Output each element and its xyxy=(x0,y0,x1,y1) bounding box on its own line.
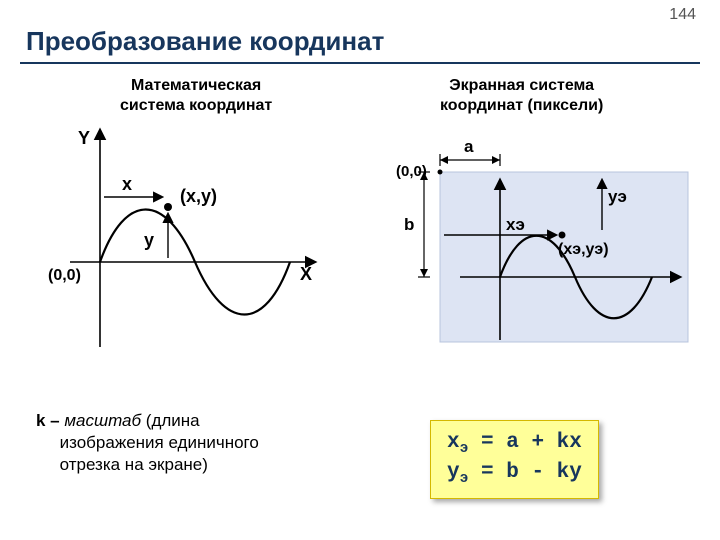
a-dim-label: a xyxy=(464,137,474,156)
screen-point-label: (xэ,yэ) xyxy=(558,241,609,258)
axis-x-label: X xyxy=(300,264,312,284)
x-dim-label: x xyxy=(122,174,132,194)
origin-label: (0,0) xyxy=(48,267,81,284)
page-number: 144 xyxy=(669,6,696,24)
k-rest3: отрезка на экране) xyxy=(60,455,208,474)
ye-dim-label: yэ xyxy=(608,187,627,206)
formula-box: xэ = a + kx yэ = b - ky xyxy=(430,420,599,499)
math-coordinate-diagram: Y X (0,0) x y (x,y) xyxy=(40,122,340,357)
subheading-screen-line2: координат (пиксели) xyxy=(440,97,603,114)
k-rest1: (длина xyxy=(141,411,200,430)
scale-definition: k – масштаб (длина изображения единичног… xyxy=(36,410,356,476)
formula-line1-post: = a + kx xyxy=(468,431,581,454)
k-rest2: изображения единичного xyxy=(60,433,259,452)
page-title: Преобразование координат xyxy=(26,26,384,57)
screen-coordinate-diagram: (0,0) a b xэ yэ (xэ,yэ) xyxy=(380,122,700,357)
subheading-math-line1: Математическая xyxy=(131,77,261,94)
subheading-math-line2: система координат xyxy=(120,97,272,114)
formula-line2-post: = b - ky xyxy=(468,461,581,484)
subheading-math: Математическая система координат xyxy=(120,76,272,116)
formula-line1-pre: x xyxy=(447,431,460,454)
k-italic: масштаб xyxy=(64,411,141,430)
subheading-screen-line1: Экранная система xyxy=(449,77,594,94)
title-rule xyxy=(20,62,700,64)
screen-origin-label: (0,0) xyxy=(396,163,427,180)
axis-y-label: Y xyxy=(78,128,90,148)
b-dim-label: b xyxy=(404,215,414,234)
xe-dim-label: xэ xyxy=(506,215,525,234)
y-dim-label: y xyxy=(144,230,154,250)
k-prefix: k – xyxy=(36,411,64,430)
point-label: (x,y) xyxy=(180,186,217,206)
subheading-screen: Экранная система координат (пиксели) xyxy=(440,76,603,116)
formula-line2-pre: y xyxy=(447,461,460,484)
